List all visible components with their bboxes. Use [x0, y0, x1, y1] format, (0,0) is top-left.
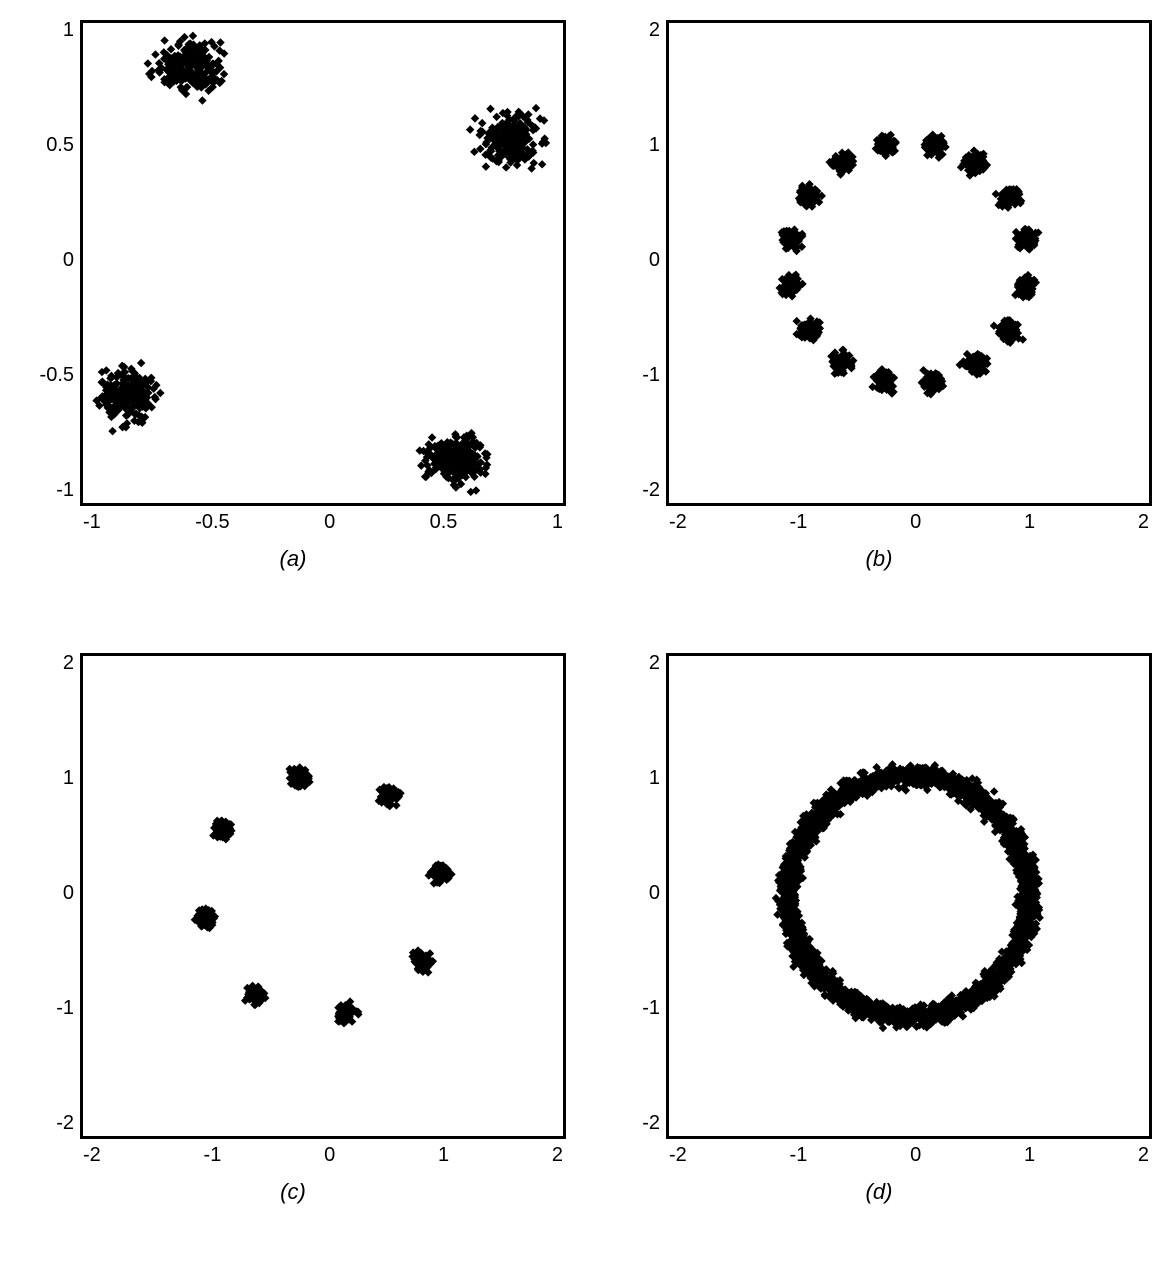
plot-wrap-a: 1 0.5 0 -0.5 -1: [20, 20, 566, 506]
ytick-label: 2: [649, 20, 660, 40]
caption-b: (b): [866, 546, 893, 572]
xtick-label: 2: [552, 1145, 563, 1165]
xticks-d: -2 -1 0 1 2: [669, 1139, 1149, 1165]
ytick-label: 0: [649, 883, 660, 903]
scatter-svg: [83, 23, 563, 503]
ytick-label: -2: [56, 1113, 74, 1133]
ytick-label: -1: [642, 998, 660, 1018]
xtick-label: 2: [1138, 512, 1149, 532]
yticks-b: 2 1 0 -1 -2: [606, 20, 666, 500]
caption-a: (a): [280, 546, 307, 572]
caption-c: (c): [280, 1179, 306, 1205]
scatter-svg: [83, 656, 563, 1136]
plot-box-d: [666, 653, 1152, 1139]
ytick-label: 0: [63, 250, 74, 270]
plot-box-c: [80, 653, 566, 1139]
plot-box-b: [666, 20, 1152, 506]
panel-a: 1 0.5 0 -0.5 -1 -1 -0.5 0 0.5 1 (a): [20, 20, 566, 613]
ytick-label: 0: [649, 250, 660, 270]
xtick-label: 0.5: [430, 512, 458, 532]
xtick-label: 0: [324, 512, 335, 532]
plot-wrap-b: 2 1 0 -1 -2: [606, 20, 1152, 506]
ytick-label: -1: [642, 365, 660, 385]
ytick-label: 1: [649, 768, 660, 788]
ytick-label: -2: [642, 480, 660, 500]
xticks-c: -2 -1 0 1 2: [83, 1139, 563, 1165]
xtick-label: 1: [552, 512, 563, 532]
xtick-label: 2: [1138, 1145, 1149, 1165]
xtick-label: 0: [324, 1145, 335, 1165]
ytick-label: -0.5: [40, 365, 74, 385]
ytick-label: 0: [63, 883, 74, 903]
xtick-label: 1: [1024, 1145, 1035, 1165]
xticks-b: -2 -1 0 1 2: [669, 506, 1149, 532]
xtick-label: -1: [83, 512, 101, 532]
xtick-label: -0.5: [195, 512, 229, 532]
xticks-a: -1 -0.5 0 0.5 1: [83, 506, 563, 532]
yticks-d: 2 1 0 -1 -2: [606, 653, 666, 1133]
panel-d: 2 1 0 -1 -2 -2 -1 0 1 2 (d): [606, 653, 1152, 1246]
ytick-label: 2: [63, 653, 74, 673]
xtick-label: -2: [669, 1145, 687, 1165]
ytick-label: -1: [56, 480, 74, 500]
scatter-svg: [669, 23, 1149, 503]
ytick-label: -2: [642, 1113, 660, 1133]
xtick-label: 0: [910, 512, 921, 532]
xtick-label: -1: [204, 1145, 222, 1165]
xtick-label: -1: [790, 1145, 808, 1165]
ytick-label: -1: [56, 998, 74, 1018]
figure-grid: 1 0.5 0 -0.5 -1 -1 -0.5 0 0.5 1 (a) 2 1 0 -1 -2 -2 -1…: [20, 20, 1132, 1246]
plot-wrap-d: 2 1 0 -1 -2: [606, 653, 1152, 1139]
caption-d: (d): [866, 1179, 893, 1205]
ytick-label: 1: [649, 135, 660, 155]
ytick-label: 1: [63, 20, 74, 40]
panel-c: 2 1 0 -1 -2 -2 -1 0 1 2 (c): [20, 653, 566, 1246]
xtick-label: 1: [1024, 512, 1035, 532]
plot-box-a: [80, 20, 566, 506]
ytick-label: 0.5: [46, 135, 74, 155]
xtick-label: 1: [438, 1145, 449, 1165]
xtick-label: -2: [669, 512, 687, 532]
yticks-c: 2 1 0 -1 -2: [20, 653, 80, 1133]
ytick-label: 1: [63, 768, 74, 788]
xtick-label: 0: [910, 1145, 921, 1165]
ytick-label: 2: [649, 653, 660, 673]
panel-b: 2 1 0 -1 -2 -2 -1 0 1 2 (b): [606, 20, 1152, 613]
xtick-label: -2: [83, 1145, 101, 1165]
scatter-svg: [669, 656, 1149, 1136]
xtick-label: -1: [790, 512, 808, 532]
yticks-a: 1 0.5 0 -0.5 -1: [20, 20, 80, 500]
plot-wrap-c: 2 1 0 -1 -2: [20, 653, 566, 1139]
